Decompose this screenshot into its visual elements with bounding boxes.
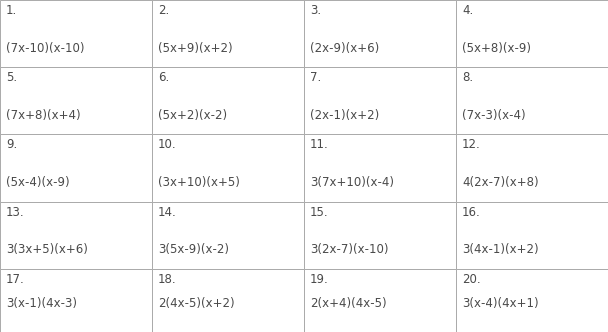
Bar [152,67,304,134]
Bar [152,269,304,332]
Bar [456,67,608,134]
Text: 3(4x-1)(x+2): 3(4x-1)(x+2) [462,243,539,256]
Bar [456,202,608,269]
Text: 3(3x+5)(x+6): 3(3x+5)(x+6) [6,243,88,256]
Text: 14.: 14. [158,206,177,219]
Text: 6.: 6. [158,71,170,84]
Bar [0,0,152,67]
Text: 11.: 11. [310,138,329,151]
Text: 19.: 19. [310,273,329,286]
Bar [456,269,608,332]
Bar [304,0,456,67]
Text: 3(5x-9)(x-2): 3(5x-9)(x-2) [158,243,229,256]
Text: 1.: 1. [6,4,18,17]
Text: 2(4x-5)(x+2): 2(4x-5)(x+2) [158,297,235,310]
Text: 3(2x-7)(x-10): 3(2x-7)(x-10) [310,243,389,256]
Text: 17.: 17. [6,273,25,286]
Text: 15.: 15. [310,206,329,219]
Text: (7x-3)(x-4): (7x-3)(x-4) [462,109,526,122]
Text: 5.: 5. [6,71,17,84]
Bar [304,134,456,202]
Bar [304,202,456,269]
Text: (3x+10)(x+5): (3x+10)(x+5) [158,176,240,189]
Text: 8.: 8. [462,71,473,84]
Bar [152,0,304,67]
Bar [456,134,608,202]
Bar [304,269,456,332]
Text: (5x-4)(x-9): (5x-4)(x-9) [6,176,70,189]
Text: (7x-10)(x-10): (7x-10)(x-10) [6,42,85,55]
Text: 4(2x-7)(x+8): 4(2x-7)(x+8) [462,176,539,189]
Text: 2.: 2. [158,4,170,17]
Text: 3(x-1)(4x-3): 3(x-1)(4x-3) [6,297,77,310]
Text: 7.: 7. [310,71,322,84]
Text: 13.: 13. [6,206,25,219]
Bar [0,67,152,134]
Text: 12.: 12. [462,138,481,151]
Bar [152,202,304,269]
Text: 3(x-4)(4x+1): 3(x-4)(4x+1) [462,297,539,310]
Bar [152,134,304,202]
Text: (5x+2)(x-2): (5x+2)(x-2) [158,109,227,122]
Text: (2x-1)(x+2): (2x-1)(x+2) [310,109,379,122]
Bar [456,0,608,67]
Text: 9.: 9. [6,138,18,151]
Text: (2x-9)(x+6): (2x-9)(x+6) [310,42,379,55]
Text: (5x+9)(x+2): (5x+9)(x+2) [158,42,233,55]
Text: 16.: 16. [462,206,481,219]
Text: 10.: 10. [158,138,177,151]
Text: 3(7x+10)(x-4): 3(7x+10)(x-4) [310,176,394,189]
Bar [0,134,152,202]
Bar [0,269,152,332]
Text: 20.: 20. [462,273,481,286]
Text: 4.: 4. [462,4,474,17]
Text: 3.: 3. [310,4,321,17]
Text: 18.: 18. [158,273,177,286]
Text: 2(x+4)(4x-5): 2(x+4)(4x-5) [310,297,387,310]
Text: (5x+8)(x-9): (5x+8)(x-9) [462,42,531,55]
Text: (7x+8)(x+4): (7x+8)(x+4) [6,109,81,122]
Bar [304,67,456,134]
Bar [0,202,152,269]
